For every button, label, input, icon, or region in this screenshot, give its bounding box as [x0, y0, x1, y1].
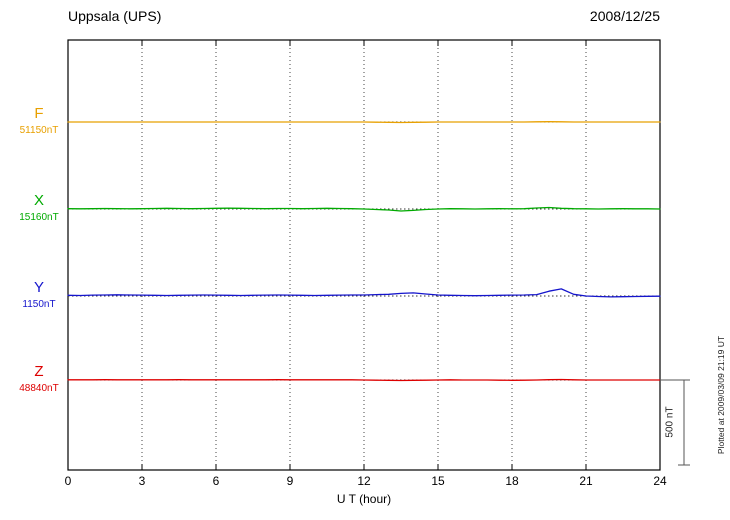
- series-label-y: Y 1150nT: [10, 280, 68, 310]
- plotted-at-note: Plotted at 2009/03/09 21:19 UT: [716, 335, 726, 455]
- x-tick-label: 0: [64, 474, 72, 488]
- series-baseline-x: 15160nT: [19, 212, 59, 223]
- x-tick-label: 15: [431, 474, 445, 488]
- x-tick-label: 18: [505, 474, 519, 488]
- series-name-f: F: [34, 105, 44, 122]
- series-baseline-z: 48840nT: [19, 383, 59, 394]
- series-name-z: Z: [34, 363, 44, 380]
- x-tick-label: 9: [286, 474, 294, 488]
- series-label-x: X 15160nT: [10, 193, 68, 223]
- station-title: Uppsala (UPS): [68, 8, 162, 24]
- series-label-f: F 51150nT: [10, 106, 68, 136]
- x-axis-title: U T (hour): [336, 492, 392, 506]
- series-label-z: Z 48840nT: [10, 364, 68, 394]
- date-label: 2008/12/25: [589, 8, 660, 24]
- series-baseline-f: 51150nT: [19, 125, 59, 136]
- series-baseline-y: 1150nT: [22, 299, 56, 310]
- series-name-x: X: [33, 192, 44, 209]
- x-tick-label: 3: [138, 474, 146, 488]
- x-tick-label: 24: [653, 474, 667, 488]
- x-tick-label: 6: [212, 474, 220, 488]
- x-tick-label: 21: [579, 474, 593, 488]
- x-tick-label: 12: [357, 474, 371, 488]
- scale-bar-label: 500 nT: [664, 406, 676, 438]
- x-axis-tick-labels: 0 3 6 9 12 15 18 21 24: [0, 474, 730, 490]
- series-name-y: Y: [33, 279, 44, 296]
